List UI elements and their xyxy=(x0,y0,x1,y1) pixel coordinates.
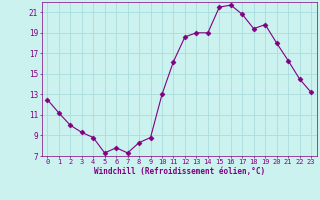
X-axis label: Windchill (Refroidissement éolien,°C): Windchill (Refroidissement éolien,°C) xyxy=(94,167,265,176)
